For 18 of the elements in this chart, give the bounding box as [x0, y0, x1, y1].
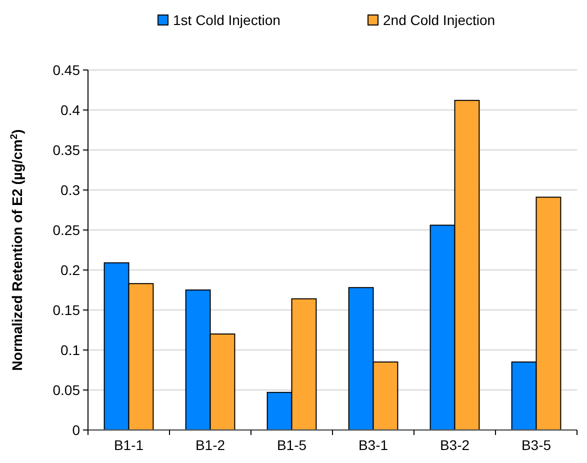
y-tick-label: 0.3: [60, 182, 80, 198]
y-tick-label: 0.15: [52, 302, 80, 318]
y-tick-label: 0: [72, 422, 80, 438]
y-tick-label: 0.25: [52, 222, 80, 238]
legend-label: 2nd Cold Injection: [383, 12, 496, 28]
legend-label: 1st Cold Injection: [173, 12, 280, 28]
x-tick-label: B1-2: [195, 437, 226, 453]
y-tick-label: 0.4: [60, 102, 80, 118]
y-tick-label: 0.35: [52, 142, 80, 158]
y-tick-label: 0.05: [52, 382, 80, 398]
x-tick-label: B1-1: [114, 437, 144, 453]
x-tick-label: B1-5: [276, 437, 307, 453]
y-tick-label: 0.1: [60, 342, 80, 358]
y-tick-label: 0.45: [52, 62, 80, 78]
x-tick-label: B3-1: [358, 437, 388, 453]
x-tick-label: B3-2: [440, 437, 470, 453]
x-tick-label: B3-5: [521, 437, 552, 453]
y-tick-label: 0.2: [60, 262, 80, 278]
